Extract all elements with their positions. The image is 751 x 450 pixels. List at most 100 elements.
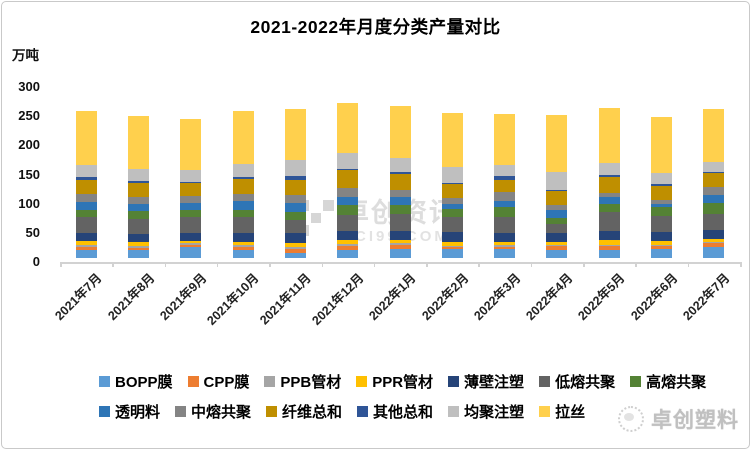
- segment-其他总和: [598, 175, 620, 177]
- brand-circle-icon: [618, 406, 644, 432]
- segment-CPP膜: [703, 243, 725, 247]
- segment-其他总和: [494, 176, 516, 180]
- segment-PPR管材: [232, 241, 254, 246]
- legend-item-均聚注塑: 均聚注塑: [448, 401, 524, 422]
- segment-低熔共聚: [284, 220, 306, 234]
- bar-2021年8月: [127, 116, 149, 258]
- segment-PPB管材: [598, 244, 620, 247]
- segment-CPP膜: [389, 245, 411, 250]
- segment-中熔共聚: [598, 193, 620, 198]
- segment-拉丝: [389, 105, 411, 159]
- segment-拉丝: [180, 119, 202, 171]
- segment-均聚注塑: [389, 158, 411, 173]
- segment-PPR管材: [703, 238, 725, 243]
- segment-拉丝: [651, 116, 673, 173]
- segment-薄壁注塑: [494, 232, 516, 242]
- segment-PPB管材: [389, 243, 411, 246]
- bar-2022年5月: [598, 108, 620, 258]
- segment-其他总和: [284, 176, 306, 180]
- segment-透明料: [441, 203, 463, 209]
- segment-低熔共聚: [389, 213, 411, 231]
- segment-透明料: [651, 204, 673, 208]
- x-axis-tickmark: [635, 262, 637, 267]
- y-tick-label-100: 100: [18, 195, 40, 211]
- segment-其他总和: [75, 176, 97, 180]
- segment-拉丝: [127, 116, 149, 170]
- segment-低熔共聚: [127, 218, 149, 235]
- segment-PPR管材: [337, 240, 359, 244]
- segment-PPR管材: [441, 241, 463, 246]
- watermark: 卓创资讯 SCI99.COM: [298, 200, 458, 245]
- legend-label: 中熔共聚: [191, 404, 252, 421]
- segment-PPB管材: [494, 245, 516, 247]
- segment-PPR管材: [546, 241, 568, 246]
- x-tick-label-2021年11月: 2021年11月: [257, 270, 315, 328]
- segment-高熔共聚: [703, 202, 725, 214]
- segment-PPB管材: [651, 244, 673, 246]
- legend-label: 拉丝: [555, 404, 586, 421]
- segment-BOPP膜: [546, 250, 568, 258]
- legend: BOPP膜 CPP膜 PPB管材 PPR管材 薄壁注塑 低熔共聚 高熔共聚 透明料 中熔共聚 纤…: [99, 371, 739, 431]
- segment-纤维总和: [494, 179, 516, 192]
- legend-label: PPR管材: [372, 374, 434, 391]
- bar-2022年4月: [546, 114, 568, 258]
- segment-纤维总和: [651, 185, 673, 200]
- x-axis-tickmark: [216, 262, 219, 267]
- bar-2021年7月: [75, 110, 97, 258]
- legend-swatch-icon: [357, 406, 369, 417]
- segment-拉丝: [284, 109, 306, 161]
- segment-高熔共聚: [598, 203, 620, 212]
- segment-BOPP膜: [494, 249, 516, 258]
- segment-PPR管材: [598, 240, 620, 245]
- segment-中熔共聚: [127, 197, 149, 205]
- segment-BOPP膜: [337, 250, 359, 258]
- legend-swatch-icon: [448, 406, 460, 417]
- segment-PPR管材: [127, 242, 149, 246]
- segment-纤维总和: [284, 179, 306, 195]
- legend-item-纤维总和: 纤维总和: [266, 401, 342, 422]
- segment-其他总和: [337, 169, 359, 171]
- segment-PPB管材: [284, 246, 306, 249]
- segment-PPB管材: [75, 245, 97, 247]
- x-axis-tickmark: [60, 262, 62, 267]
- x-tick-label-2022年6月: 2022年6月: [628, 270, 681, 323]
- legend-label: CPP膜: [203, 374, 250, 391]
- segment-中熔共聚: [180, 196, 202, 203]
- segment-BOPP膜: [389, 249, 411, 258]
- segment-低熔共聚: [494, 216, 516, 233]
- segment-CPP膜: [598, 246, 620, 250]
- y-tick-label-300: 300: [18, 79, 40, 94]
- chart-title: 2021-2022年月度分类产量对比: [250, 17, 501, 37]
- segment-CPP膜: [546, 246, 568, 251]
- segment-纤维总和: [546, 190, 568, 206]
- segment-高熔共聚: [651, 207, 673, 216]
- legend-label: 均聚注塑: [464, 404, 525, 421]
- segment-CPP膜: [232, 246, 254, 251]
- segment-拉丝: [441, 113, 463, 167]
- segment-BOPP膜: [284, 252, 306, 258]
- segment-纤维总和: [598, 176, 620, 194]
- segment-CPP膜: [180, 244, 202, 247]
- bar-2021年11月: [284, 109, 306, 258]
- legend-label: 低熔共聚: [555, 374, 616, 391]
- segment-拉丝: [337, 102, 359, 154]
- bar-2022年6月: [651, 116, 673, 258]
- segment-透明料: [546, 210, 568, 218]
- x-tick-label-2021年7月: 2021年7月: [52, 270, 105, 323]
- segment-PPB管材: [703, 242, 725, 244]
- segment-PPB管材: [337, 243, 359, 246]
- segment-其他总和: [651, 184, 673, 186]
- x-tick-label-2021年12月: 2021年12月: [309, 270, 367, 328]
- segment-CPP膜: [284, 248, 306, 253]
- segment-中熔共聚: [441, 198, 463, 204]
- segment-其他总和: [127, 180, 149, 183]
- x-axis-tickmark: [164, 262, 167, 267]
- segment-透明料: [127, 204, 149, 212]
- segment-其他总和: [389, 172, 411, 174]
- segment-薄壁注塑: [180, 232, 202, 241]
- segment-CPP膜: [75, 246, 97, 250]
- bar-2021年9月: [180, 119, 202, 258]
- segment-透明料: [337, 196, 359, 206]
- legend-label: PPB管材: [280, 374, 342, 391]
- y-tick-label-200: 200: [18, 137, 40, 153]
